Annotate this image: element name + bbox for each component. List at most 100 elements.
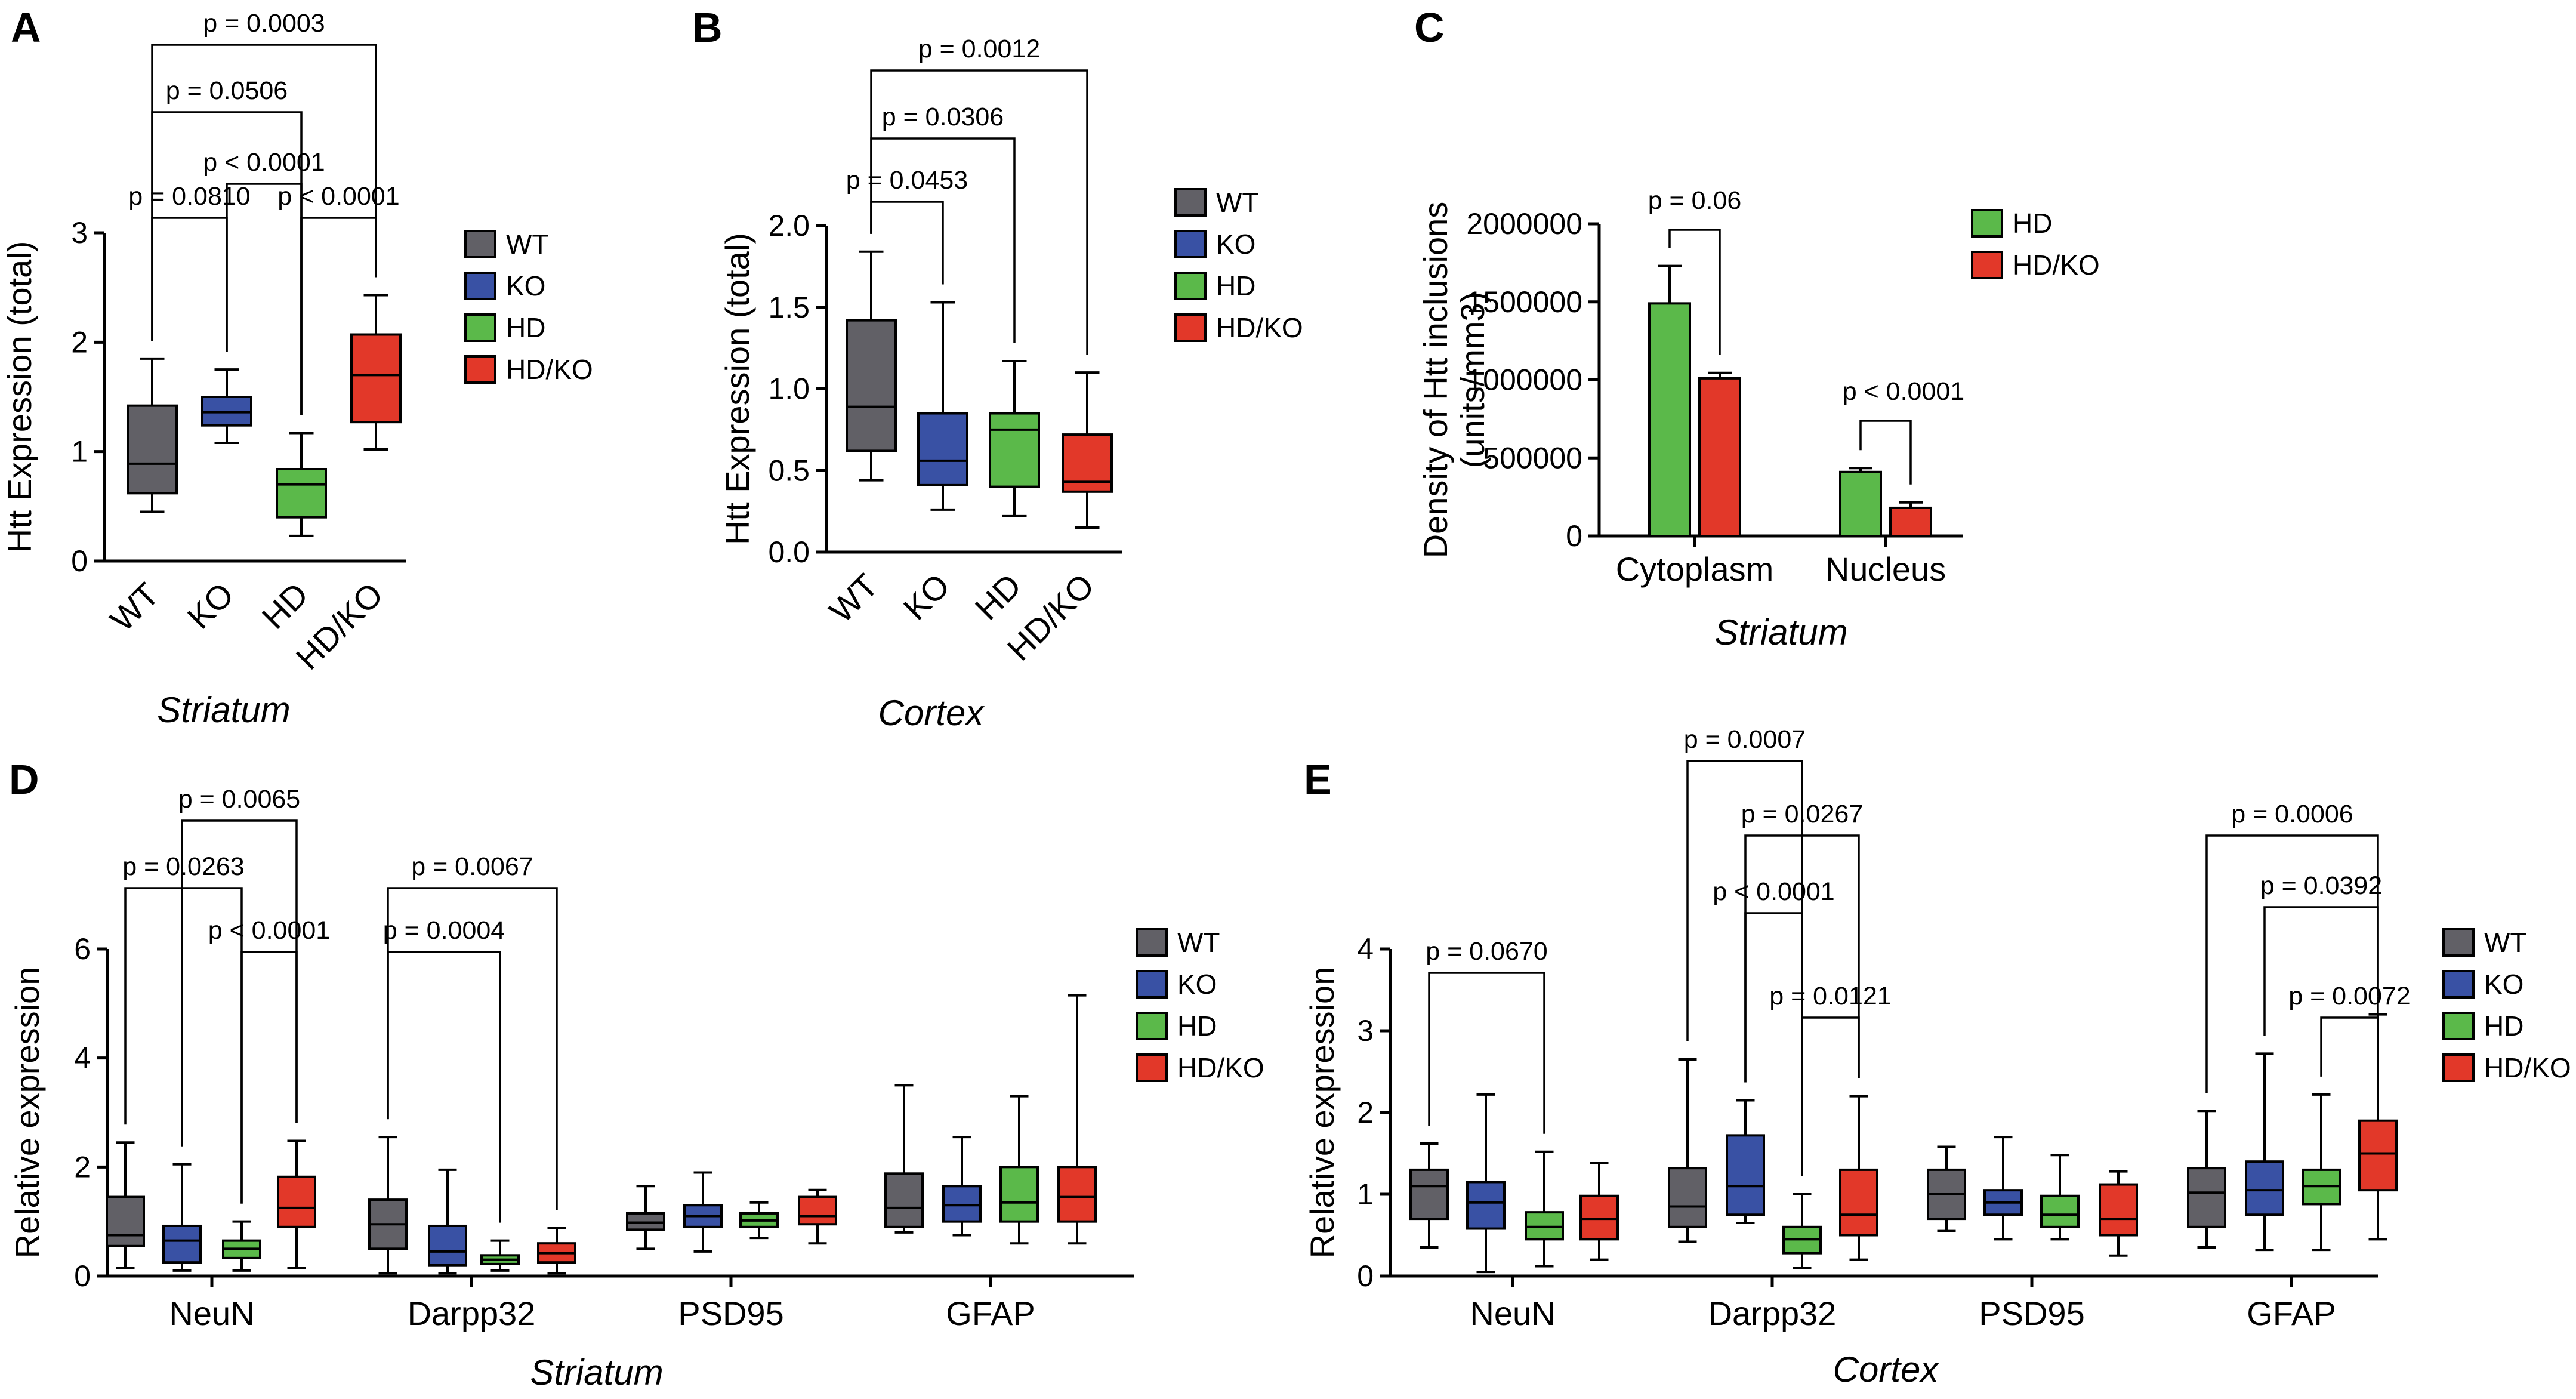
significance-bracket: p = 0.0007 xyxy=(1684,725,1806,1176)
legend-swatch xyxy=(1971,251,2003,279)
bracket-line xyxy=(226,183,303,415)
x-category-label: GFAP xyxy=(2247,1295,2336,1332)
legend-item: HD xyxy=(1174,270,1255,301)
x-category-label: GFAP xyxy=(946,1295,1035,1332)
y-axis-label-line: Density of Htt inclusions xyxy=(1417,202,1454,559)
box-body xyxy=(1525,1211,1564,1241)
legend-label: WT xyxy=(506,229,549,260)
bracket-line xyxy=(870,201,944,285)
legend: WT KO HD HD/KO xyxy=(1136,927,1264,1083)
legend-item: KO xyxy=(1174,229,1255,260)
legend: HD HD/KO xyxy=(1971,208,2100,281)
x-category-label: Nucleus xyxy=(1825,550,1946,588)
legend: WT KO HD HD/KO xyxy=(2442,927,2571,1083)
box-hd-ko xyxy=(1839,1095,1878,1261)
box-wt xyxy=(368,1136,408,1275)
box-hd-ko xyxy=(277,1139,316,1269)
box-body xyxy=(999,1166,1039,1223)
box-body xyxy=(2358,1119,2398,1192)
box-ko xyxy=(1983,1136,2023,1241)
bracket-line xyxy=(240,951,298,1204)
p-value-label: p = 0.0012 xyxy=(918,35,1040,63)
significance-bracket: p = 0.06 xyxy=(1648,186,1742,355)
box-body xyxy=(2245,1160,2284,1216)
bar-hd xyxy=(1839,467,1882,537)
significance-bracket: p = 0.0067 xyxy=(387,852,558,1210)
significance-bracket: p < 0.0001 xyxy=(203,148,325,415)
legend-label: HD xyxy=(1177,1010,1217,1041)
y-tick-label: 0.0 xyxy=(768,535,810,569)
box-wt xyxy=(1668,1058,1707,1243)
significance-bracket: p = 0.0004 xyxy=(383,916,505,1223)
bracket-line xyxy=(2263,906,2379,1036)
box-body xyxy=(1839,1168,1878,1237)
legend-item: HD xyxy=(1971,208,2052,239)
box-hd xyxy=(989,360,1040,517)
box-body xyxy=(1579,1194,1619,1241)
box-body xyxy=(1466,1181,1506,1230)
legend-swatch xyxy=(464,355,496,384)
p-value-label: p < 0.0001 xyxy=(1713,877,1834,906)
legend: WT KO HD HD/KO xyxy=(1174,187,1303,343)
p-value-label: p < 0.0001 xyxy=(208,916,330,945)
x-category-label: Darpp32 xyxy=(1708,1295,1837,1332)
y-tick-label: 1 xyxy=(71,435,88,469)
box-body xyxy=(989,412,1040,488)
p-value-label: p = 0.0810 xyxy=(128,182,250,211)
x-category-label: Cytoplasm xyxy=(1616,550,1774,588)
significance-bracket: p < 0.0001 xyxy=(1843,377,1964,485)
y-axis-label: Relative expression xyxy=(8,967,46,1259)
bracket-line xyxy=(2205,834,2379,1093)
box-hd xyxy=(276,432,327,537)
x-category-label: WT xyxy=(103,575,166,639)
legend-item: HD/KO xyxy=(464,354,593,385)
panel-letter: A xyxy=(11,4,41,51)
box-hd-ko xyxy=(1057,994,1097,1245)
p-value-label: p = 0.0392 xyxy=(2260,871,2382,900)
legend-item: HD xyxy=(464,312,545,343)
bracket-line xyxy=(151,44,377,341)
y-tick-label: 3 xyxy=(71,216,88,249)
y-tick-label: 2000000 xyxy=(1466,207,1582,241)
box-body xyxy=(428,1224,467,1267)
panel-letter: B xyxy=(692,4,723,51)
bar xyxy=(1839,470,1882,537)
legend-swatch xyxy=(1136,1012,1168,1040)
box-hd xyxy=(2302,1093,2341,1252)
p-value-label: p = 0.0067 xyxy=(411,852,533,881)
p-value-label: p = 0.0072 xyxy=(2288,982,2410,1010)
y-axis-label: Htt Expression (total) xyxy=(1,241,38,553)
p-value-label: p = 0.0006 xyxy=(2231,800,2353,828)
box-hd-ko xyxy=(1579,1161,1619,1261)
bar-hd xyxy=(1648,264,1691,537)
box-body xyxy=(276,468,327,519)
legend-label: HD xyxy=(2484,1010,2523,1041)
p-value-label: p = 0.06 xyxy=(1648,186,1742,215)
legend-swatch xyxy=(2442,1012,2475,1040)
box-wt xyxy=(626,1185,665,1250)
box-ko xyxy=(201,368,252,444)
x-category-label: Darpp32 xyxy=(408,1295,536,1332)
legend-swatch xyxy=(1136,928,1168,957)
bracket-line xyxy=(1428,972,1545,1134)
box-ko xyxy=(1466,1093,1506,1274)
box-wt xyxy=(884,1084,924,1234)
box-ko xyxy=(917,301,968,511)
significance-bracket: p = 0.0006 xyxy=(2205,800,2379,1093)
panel-d: D 0 2 4 6 NeuN Darpp32 PSD95 GFAP p < 0.0001 p = 0… xyxy=(8,756,1264,1392)
legend-item: WT xyxy=(464,229,549,260)
legend-label: HD/KO xyxy=(2484,1052,2571,1083)
legend-swatch xyxy=(464,272,496,300)
p-value-label: p = 0.0007 xyxy=(1684,725,1806,754)
subtitle: Striatum xyxy=(1714,612,1847,652)
legend-item: WT xyxy=(1136,927,1220,958)
legend-item: WT xyxy=(2442,927,2527,958)
box-hd-ko xyxy=(350,294,402,451)
box-hd-ko xyxy=(2358,1013,2398,1241)
legend-swatch xyxy=(1136,1053,1168,1082)
legend-swatch xyxy=(1174,188,1207,217)
legend-swatch xyxy=(1136,970,1168,999)
legend-label: HD/KO xyxy=(506,354,593,385)
legend-label: KO xyxy=(2484,969,2523,1000)
